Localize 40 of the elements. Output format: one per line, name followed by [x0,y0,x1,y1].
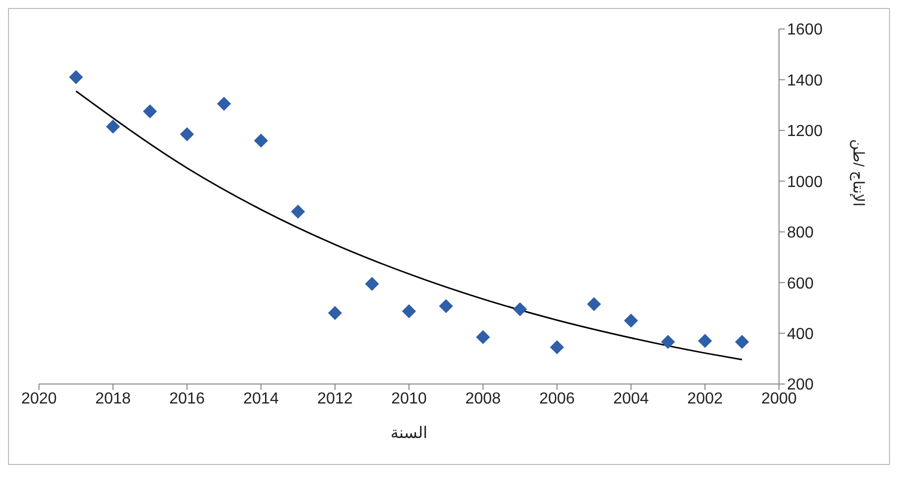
point [439,299,453,314]
point [180,127,194,142]
y-tick-label: 1000 [787,174,823,191]
x-tick-label: 2012 [317,390,353,408]
x-tick-label: 2008 [465,390,501,408]
y-axis-title: الإنتاج /طن [850,139,867,206]
point [69,70,83,84]
y-tick-label: 1400 [787,72,823,90]
point [217,96,231,111]
point [624,314,638,328]
y-tick-label: 600 [787,275,814,292]
x-axis-title: السنة [390,425,428,442]
point [254,134,268,148]
x-tick-label: 2018 [95,390,131,408]
point [735,334,749,349]
point [550,340,564,354]
point [476,330,490,344]
x-tick-label: 2006 [539,390,575,408]
x-tick-label: 2014 [243,390,279,408]
line-series [75,90,743,360]
y-tick-label: 400 [787,326,814,343]
point [365,276,379,291]
x-tick-label: 2002 [687,390,723,408]
point [661,334,675,349]
point [291,204,305,219]
point [587,297,601,312]
x-tick-label: 2004 [613,390,649,408]
x-tick-label: 2016 [169,390,205,408]
x-tick-label: 2010 [391,390,427,408]
point [513,302,527,316]
x-tick-label: 2000 [761,390,797,408]
y-tick-label: 1200 [787,123,823,140]
point [106,120,120,134]
y-tick-label: 1600 [787,22,823,39]
x-tick-label: 2020 [21,390,57,408]
point [143,104,157,118]
y-tick-label: 800 [787,224,814,242]
point [698,334,712,348]
point [328,306,342,320]
point [402,304,416,318]
